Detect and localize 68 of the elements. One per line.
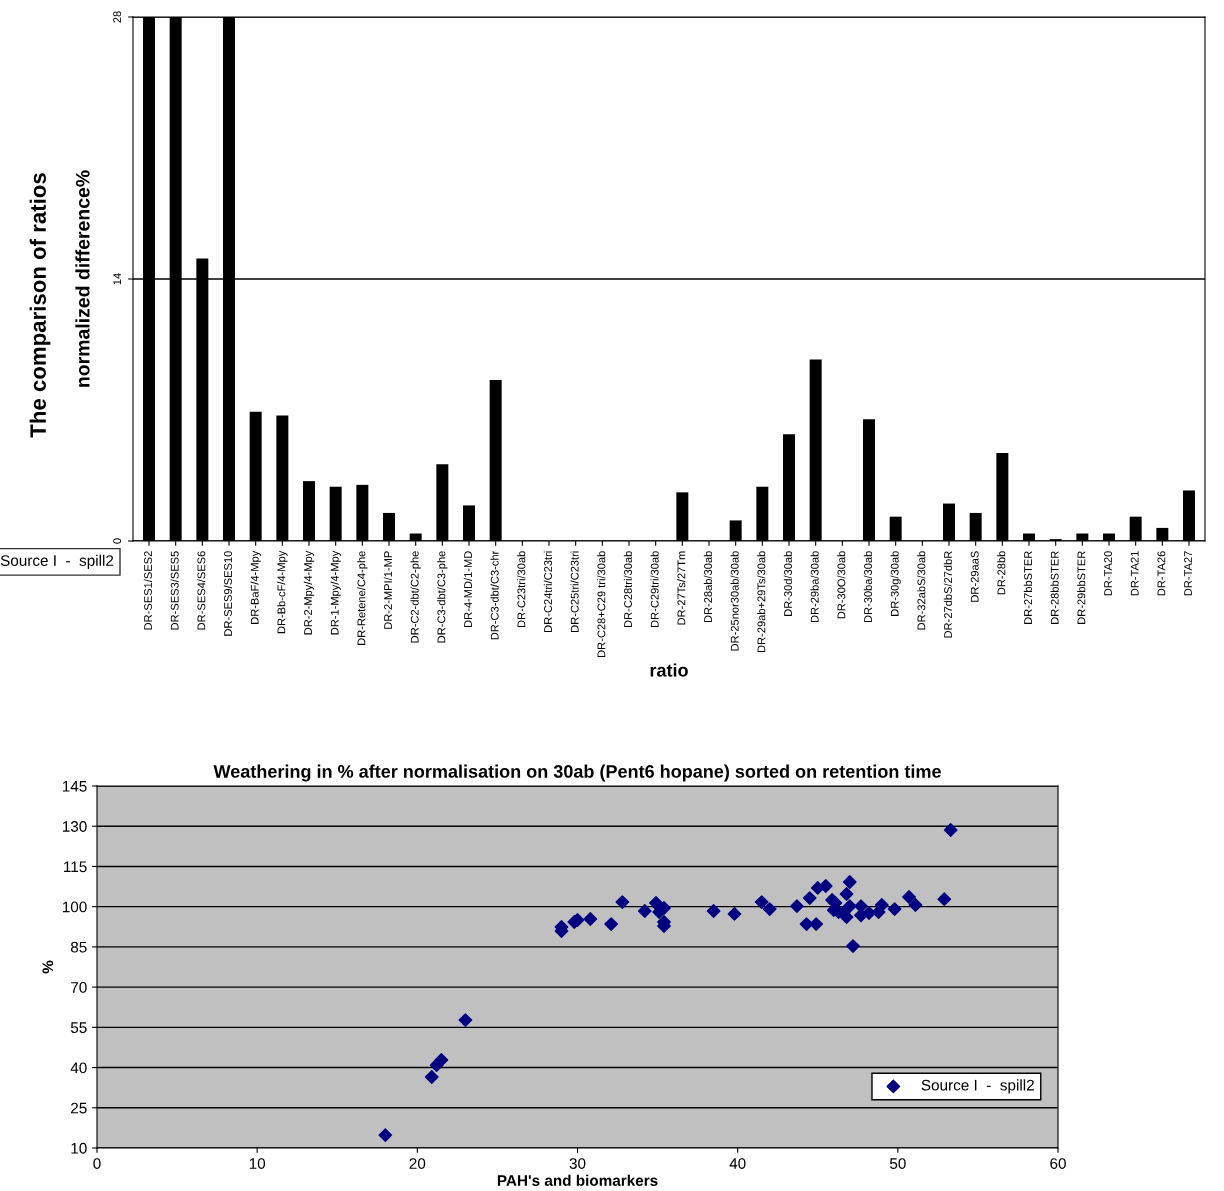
y-tick-label: 10 [71,1142,87,1154]
x-tick-label: DR-2-Mpy/4-Mpy [303,550,315,635]
x-tick-label: DR-SES3/SES5 [170,551,179,630]
x-tick-label: DR-4-MD/1-MD [463,551,472,627]
y-tick-label: 40 [70,1062,87,1074]
x-tick-label: DR-C3-dbt/C3-phe [437,551,448,643]
x-tick-label: DR-29aaS [970,551,979,602]
y-tick-label: 14 [113,273,121,285]
x-tick-label: DR-C2-dbt/C2-phe [410,551,421,643]
x-tick-label: 20 [409,1158,426,1169]
y-tick-label: 115 [64,861,87,873]
x-tick-label: DR-C23tri/30ab [517,551,526,627]
x-tick-label: DR-27dbS/27dbR [943,551,952,638]
text: Source I - spill2 [0,554,114,569]
chart-title: Weathering in % after normalisation on 30ab (Pent6 hopane) sorted on retention time [213,764,941,782]
x-tick-label: DR-27bbSTER [1023,551,1032,624]
y-tick-label: 130 [62,821,87,832]
y-tick-label: 85 [70,941,87,953]
y-tick-label: 145 [62,781,87,792]
x-tick-label: DR-TA27 [1184,551,1192,596]
x-tick-label: DR-25nor30ab/30ab [730,551,739,651]
x-tick-label: 50 [889,1158,906,1169]
y-axis-title: % [42,960,54,974]
y-tick-label: 70 [71,981,87,993]
x-axis-title: PAH's and biomarkers [497,1174,658,1186]
x-tick-label: DR-30g/30ab [890,551,901,616]
x-tick-label: DR-29ba/30ab [810,551,819,623]
y-tick-label: 100 [62,901,87,913]
x-tick-label: DR-1-Mpy/4-Mpy [330,550,341,635]
y-tick-label: 0 [113,538,122,544]
x-tick-label: DR-30d/30ab [783,551,792,616]
x-tick-label: DR-Retene/C4-phe [357,551,368,645]
x-tick-label: DR-BaF/4-Mpy [250,550,261,624]
y-tick-label: 28 [113,11,122,23]
x-tick-label: DR-29bbSTER [1077,551,1086,624]
x-tick-label: DR-TA20 [1104,551,1112,596]
x-tick-label: 60 [1050,1158,1066,1169]
y-axis-title: normalized difference% [75,170,90,387]
x-tick-label: DR-C24tri/C23tri [543,551,552,632]
x-tick-label: DR-C29tri/30ab [650,551,659,627]
legend-label: Source I - spill2 [921,1079,1034,1094]
y-tick-label: 55 [70,1022,87,1034]
x-tick-label: DR-C3-dbt/C3-chr [490,550,499,640]
text: The comparison of ratios [29,173,51,438]
x-tick-label: DR-30ba/30ab [863,551,872,623]
x-tick-label: DR-2-MPI/1-MP [383,551,392,629]
x-tick-label: DR-C28+C29 tri/30ab [597,551,606,657]
x-tick-label: 0 [93,1158,101,1169]
x-tick-label: DR-SES4/SES6 [197,551,206,630]
x-tick-label: DR-C25tri/C23tri [570,551,579,632]
x-tick-label: DR-28bbSTER [1050,551,1059,624]
x-tick-label: DR-30O/30ab [837,551,846,619]
x-tick-label: DR-28ab/30ab [703,551,712,623]
x-tick-label: DR-28bb [997,551,1006,595]
x-tick-label: 30 [569,1158,586,1169]
x-tick-label: DR-SES9/SES10 [223,551,232,636]
x-tick-label: DR-27Ts/27Tm [677,551,686,625]
x-tick-label: DR-Bb-cF/4-Mpy [277,550,288,634]
x-tick-label: DR-C28tri/30ab [623,551,632,627]
x-tick-label: DR-SES1/SES2 [143,551,152,630]
x-tick-label: DR-29ab+29Ts/30ab [757,551,766,653]
x-tick-label: 10 [249,1158,266,1169]
x-tick-label: DR-TA26 [1157,551,1166,596]
x-tick-label: 40 [729,1158,746,1169]
x-tick-label: DR-32abS/30ab [917,551,926,630]
y-tick-label: 25 [71,1102,87,1114]
x-axis-title: ratio [650,663,688,677]
x-tick-label: DR-TA21 [1130,551,1139,596]
